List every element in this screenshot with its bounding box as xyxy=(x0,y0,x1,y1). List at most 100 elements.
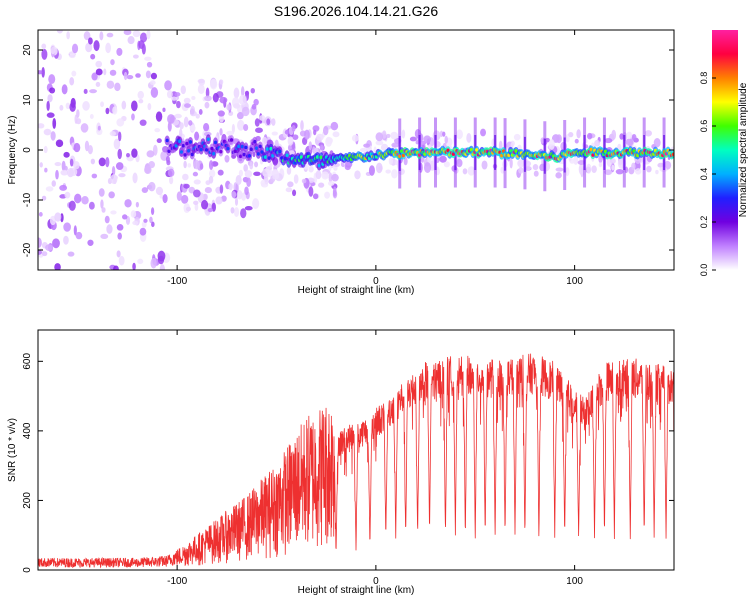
spectrogram-cell xyxy=(533,170,539,177)
spectrogram-cell xyxy=(204,95,212,102)
spectrogram-cell xyxy=(300,120,304,131)
spectrogram-cell xyxy=(138,40,145,49)
snr-ytick-label: 400 xyxy=(22,422,33,439)
spectrogram-cell xyxy=(95,60,103,68)
spectrogram-cell xyxy=(63,222,72,232)
spectrogram-cell xyxy=(124,199,132,208)
spectrogram-cell xyxy=(174,92,181,97)
spectrogram-cell xyxy=(131,113,135,121)
spectrogram-cell xyxy=(500,166,505,174)
spectrogram-cell xyxy=(266,118,271,126)
spectrogram-cell xyxy=(183,183,190,189)
spectrogram-cell xyxy=(117,148,122,160)
spectrogram-cell xyxy=(190,105,196,116)
spectrogram-cell xyxy=(191,96,196,101)
spectrogram-cell xyxy=(189,124,196,132)
spectrogram-cell xyxy=(439,130,444,137)
spectrogram-cell xyxy=(141,187,149,193)
spectrogram-cell xyxy=(259,115,266,121)
spectrogram-cell xyxy=(75,231,83,240)
spectrogram-cell xyxy=(171,96,178,101)
spectrogram-cell xyxy=(154,127,161,133)
spectrogram-cell xyxy=(148,181,156,192)
spectrogram-cell xyxy=(235,174,242,186)
spectrogram-cell xyxy=(193,179,201,185)
spectrogram-cell xyxy=(219,149,223,154)
spectrogram-cell xyxy=(103,68,107,76)
spectrogram-cell xyxy=(226,104,231,111)
spectrogram-cell xyxy=(137,90,144,100)
spectrogram-cell xyxy=(244,206,253,211)
spectrogram-cell xyxy=(155,111,163,122)
spectrogram-cell xyxy=(332,131,340,138)
spectrogram-cell xyxy=(354,170,361,180)
spectrogram-ytick-label: -20 xyxy=(22,242,33,257)
spectrogram-cell xyxy=(234,197,239,206)
spectrogram-cell xyxy=(333,165,338,171)
spectrogram-cell xyxy=(203,122,210,132)
spectrogram-cell xyxy=(243,164,248,172)
spectrogram-cell xyxy=(54,212,62,222)
spectrogram-cell xyxy=(197,78,205,84)
spectrogram-cell xyxy=(81,196,89,205)
spectrogram-cell xyxy=(106,32,114,38)
spectrogram-cell xyxy=(113,138,121,150)
spectrogram-cell xyxy=(388,157,393,165)
spectrogram-cell xyxy=(423,135,432,144)
spectrogram-cell xyxy=(331,173,339,182)
spectrogram-cell xyxy=(253,98,259,106)
spectrogram-cell xyxy=(198,109,203,115)
spectrogram-cell xyxy=(106,80,115,89)
spectrogram-cell xyxy=(50,44,56,55)
spectrogram-cell xyxy=(165,138,169,143)
spectrogram-cell xyxy=(115,162,124,171)
spectrogram-cell xyxy=(150,72,158,80)
spectrogram-cell xyxy=(328,164,332,172)
spectrogram-cell xyxy=(231,123,235,134)
spectrogram-cell xyxy=(52,238,60,249)
spectrogram-xtick-label: -100 xyxy=(167,276,187,287)
spectrogram-cell xyxy=(269,162,273,169)
spectrogram-cell xyxy=(38,70,43,75)
spectrogram-cell xyxy=(252,198,260,209)
spectrogram-cell xyxy=(43,145,48,154)
spectrogram-cell xyxy=(44,167,48,173)
spectrogram-cell xyxy=(106,224,113,234)
spectrogram-cell xyxy=(237,144,241,149)
spectrogram-cell xyxy=(159,194,164,199)
spectrogram-cell xyxy=(263,173,269,183)
spectrogram-ytick-label: 0 xyxy=(22,147,33,153)
spectrogram-cell xyxy=(101,207,106,213)
spectrogram-cell xyxy=(287,181,294,188)
spectrogram-cell xyxy=(219,79,224,85)
spectrogram-cell xyxy=(90,158,96,165)
spectrogram-cell xyxy=(238,169,243,177)
colorbar-scale xyxy=(712,30,738,270)
spectrogram-cell xyxy=(288,150,295,156)
spectrogram-cell xyxy=(135,73,141,78)
spectrogram-cell xyxy=(41,67,45,78)
spectrogram-cell xyxy=(105,107,110,115)
spectrogram-cell xyxy=(261,136,268,146)
spectrogram-cell xyxy=(466,133,472,143)
spectrogram-cell xyxy=(162,107,166,113)
spectrogram-cell xyxy=(213,140,218,145)
spectrogram-cell xyxy=(49,87,56,94)
spectrogram-cell xyxy=(391,169,398,179)
spectrogram-cell xyxy=(88,37,93,45)
spectrogram-cell xyxy=(375,132,384,142)
spectrogram-cell xyxy=(41,43,47,49)
spectrogram-cell xyxy=(54,263,61,270)
spectrogram-cell xyxy=(228,183,233,191)
spectrogram-cell xyxy=(135,201,139,208)
spectrogram-cell xyxy=(87,145,93,155)
spectrogram-cell xyxy=(205,87,210,98)
spectrogram-cell xyxy=(66,31,70,40)
spectrogram-cell xyxy=(308,141,312,151)
spectrogram-cell xyxy=(38,123,45,129)
spectrogram-ytick-label: -10 xyxy=(22,192,33,207)
spectrogram-cell xyxy=(244,170,253,178)
spectrogram-cell xyxy=(271,131,278,136)
spectrogram-cell xyxy=(480,128,487,137)
